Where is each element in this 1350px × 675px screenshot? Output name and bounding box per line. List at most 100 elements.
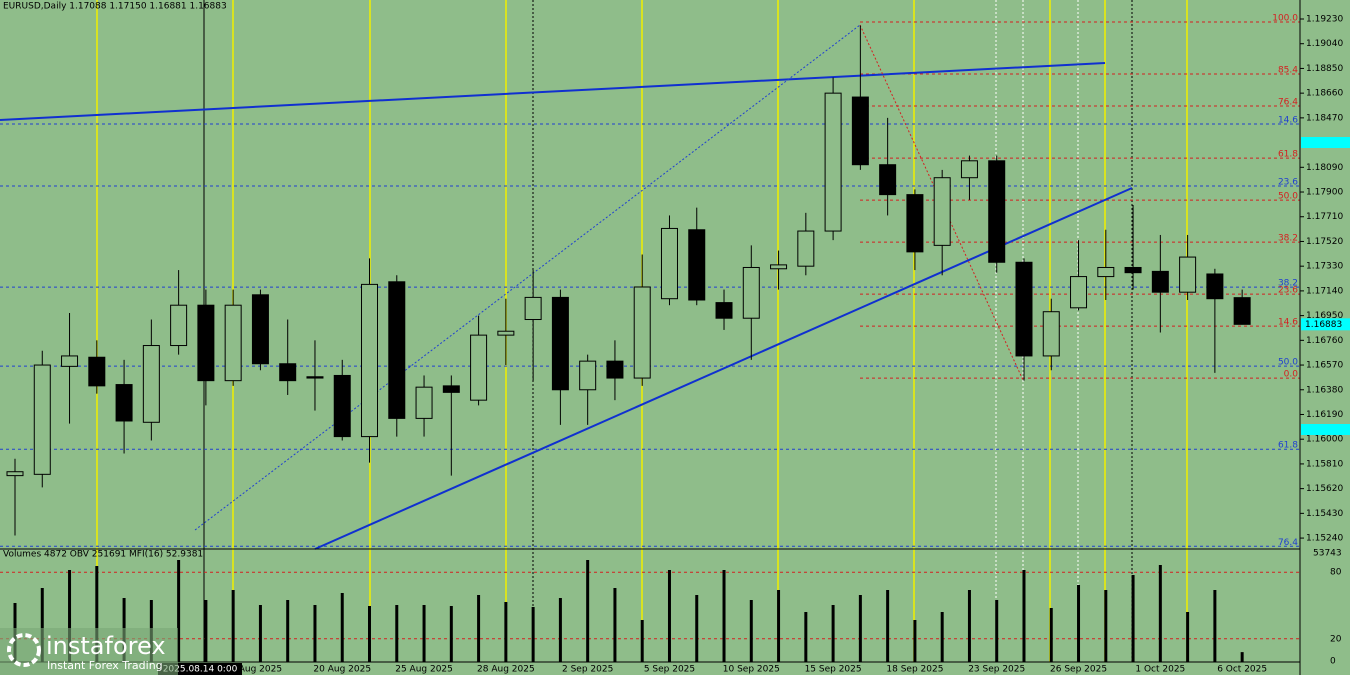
candle-body [715, 302, 733, 319]
y-tick-label: 1.16570 [1306, 361, 1343, 371]
y-tick-label: 1.18470 [1306, 113, 1343, 123]
fib-label: 61.8 [1278, 441, 1298, 451]
x-tick-label: 18 Sep 2025 [886, 665, 943, 675]
candle-body [33, 364, 51, 475]
chart-header: EURUSD,Daily 1.17088 1.17150 1.16881 1.1… [3, 2, 227, 12]
logo-tagline: Instant Forex Trading [47, 659, 163, 672]
fib-label: 50.0 [1278, 192, 1298, 202]
candle-body [224, 304, 242, 382]
x-tick-label: 23 Sep 2025 [968, 665, 1025, 675]
candle-body [579, 360, 597, 391]
x-tick-label: 28 Aug 2025 [477, 665, 535, 675]
fib-base-line [194, 24, 861, 531]
x-tick-label: 20 Aug 2025 [313, 665, 371, 675]
price-marker [1301, 424, 1350, 435]
fib-label: 23.6 [1278, 286, 1298, 296]
y-tick-label: 1.18850 [1306, 64, 1343, 74]
candle-body [660, 227, 678, 300]
candle-body [1151, 270, 1169, 293]
x-tick-label: 2 Sep 2025 [562, 665, 613, 675]
candle-body [524, 296, 542, 321]
y-tick-label: 1.19040 [1306, 39, 1343, 49]
candle-body [306, 376, 324, 379]
y-tick-label: 1.17710 [1306, 212, 1343, 222]
y-tick-label: 1.19230 [1306, 14, 1343, 24]
mfi-tick-label: 80 [1330, 568, 1342, 578]
marks: 1.19230 1.19040 1.18850 1.18660 1.18470 1.180… [6, 13, 1350, 675]
candle-body [197, 304, 215, 382]
x-tick-label: 5 Sep 2025 [644, 665, 695, 675]
y-tick-label: 1.15430 [1306, 509, 1343, 519]
x-tick-label: 26 Sep 2025 [1050, 665, 1107, 675]
candle-body [415, 386, 433, 419]
price-marker [1301, 137, 1350, 148]
candle-body [6, 471, 24, 477]
candle-body [688, 229, 706, 301]
y-tick-label: 1.15620 [1306, 484, 1343, 494]
candle-body [442, 385, 460, 393]
mfi-tick-label: 20 [1330, 634, 1342, 644]
fib-label: 76.4 [1278, 98, 1298, 108]
candle-body [333, 374, 351, 438]
x-tick-label: 1 Oct 2025 [1135, 665, 1185, 675]
bid-marker [1301, 318, 1350, 331]
crosshair-label: 2025.08.14 0:00 [163, 665, 238, 675]
fib-label: 85.4 [1278, 66, 1298, 76]
candle-body [142, 345, 160, 423]
fib-label: 100.0 [1272, 13, 1298, 23]
candle-body [824, 92, 842, 232]
candle-body [633, 286, 651, 379]
candle-body [115, 384, 133, 422]
y-tick-label: 1.18090 [1306, 163, 1343, 173]
y-tick-label: 1.17520 [1306, 237, 1343, 247]
candle-body [906, 194, 924, 253]
y-tick-label: 1.15810 [1306, 459, 1343, 469]
candle-body [470, 334, 488, 401]
candle-body [497, 330, 515, 336]
y-tick-label: 1.18660 [1306, 89, 1343, 99]
candle-body [361, 283, 379, 438]
candle-body [61, 355, 79, 367]
logo: instaforex Instant Forex Trading [0, 628, 178, 675]
fib-label: 23.6 [1278, 178, 1298, 188]
y-tick-label: 1.16380 [1306, 385, 1343, 395]
logo-icon [7, 633, 41, 667]
candle-body [1179, 256, 1197, 293]
panel-header: Volumes 4872 OBV 251691 MFI(16) 52.9381 [3, 550, 203, 560]
bid-label: 1.16883 [1305, 320, 1342, 330]
candle-body [1015, 261, 1033, 357]
candle-body [279, 363, 297, 382]
fib-base-line [859, 24, 1024, 381]
fib-label: 14.6 [1278, 318, 1298, 328]
candle-body [170, 304, 188, 347]
fib-label: 76.4 [1278, 538, 1298, 548]
x-tick-label: 15 Sep 2025 [805, 665, 862, 675]
candle-body [879, 164, 897, 196]
y-tick-label: 1.17900 [1306, 188, 1343, 198]
candle-body [1042, 311, 1060, 357]
x-tick-label: 6 Oct 2025 [1217, 665, 1267, 675]
fib-label: 38.2 [1278, 234, 1298, 244]
candle-body [1124, 266, 1142, 274]
volume-max-label: 53743 [1313, 549, 1342, 559]
candle-body [960, 160, 978, 179]
y-tick-label: 1.17330 [1306, 262, 1343, 272]
fib-label: 14.6 [1278, 115, 1298, 125]
candle-body [770, 264, 788, 270]
logo-name: instaforex [46, 632, 166, 660]
candle-body [88, 356, 106, 387]
trendline [0, 62, 1106, 121]
y-tick-label: 1.17140 [1306, 286, 1343, 296]
candle-body [1206, 273, 1224, 300]
candle-body [606, 360, 624, 379]
candle-body [933, 177, 951, 246]
candle-body [851, 96, 869, 166]
fib-label: 50.0 [1278, 358, 1298, 368]
candle-body [1233, 297, 1251, 325]
mfi-tick-label: 0 [1330, 657, 1336, 667]
y-tick-label: 1.16000 [1306, 435, 1343, 445]
y-tick-label: 1.15240 [1306, 534, 1343, 544]
y-tick-label: 1.16760 [1306, 336, 1343, 346]
